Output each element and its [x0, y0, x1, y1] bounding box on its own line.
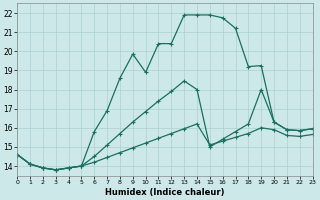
X-axis label: Humidex (Indice chaleur): Humidex (Indice chaleur)	[105, 188, 225, 197]
